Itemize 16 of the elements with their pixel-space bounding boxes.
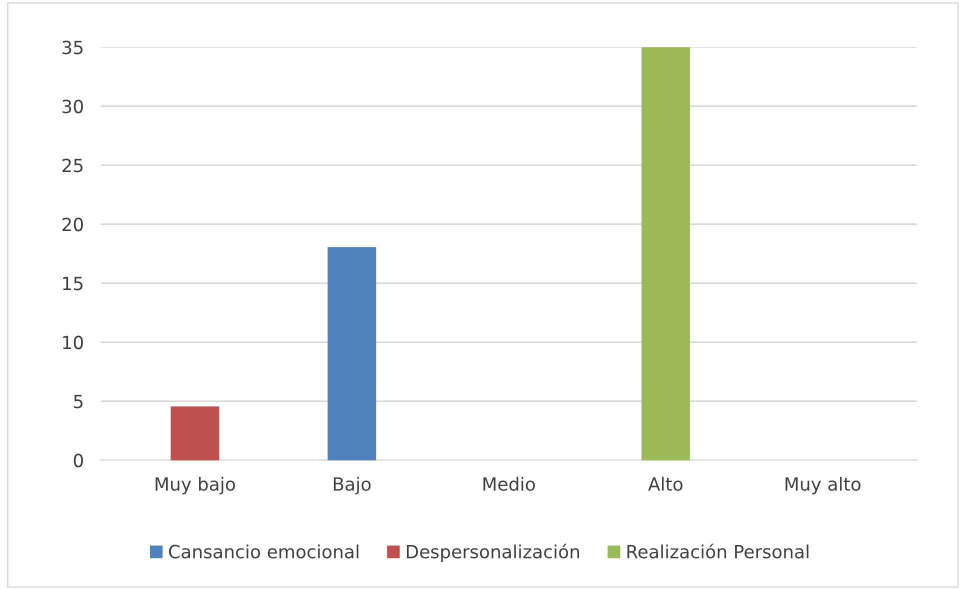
y-tick-label: 35: [62, 40, 83, 54]
x-tick-label: Bajo: [334, 476, 371, 494]
x-tick-label: Alto: [648, 476, 682, 491]
legend-label: Cansancio emocional: [169, 544, 358, 558]
y-tick-label: 30: [62, 100, 83, 114]
y-tick-label: 15: [63, 276, 83, 290]
x-tick-label: Muy bajo: [156, 476, 235, 494]
legend-label: Despersonalización: [406, 544, 579, 562]
x-tick-label: Muy alto: [786, 476, 860, 494]
y-tick-label: 20: [62, 218, 83, 232]
y-tick-label: 25: [62, 158, 83, 172]
y-tick-label: 0: [74, 454, 83, 468]
y-tick-label: 5: [74, 394, 83, 408]
legend-label: Realización Personal: [627, 544, 808, 558]
y-tick-label: 10: [63, 336, 83, 350]
x-tick-label: Medio: [483, 476, 535, 491]
